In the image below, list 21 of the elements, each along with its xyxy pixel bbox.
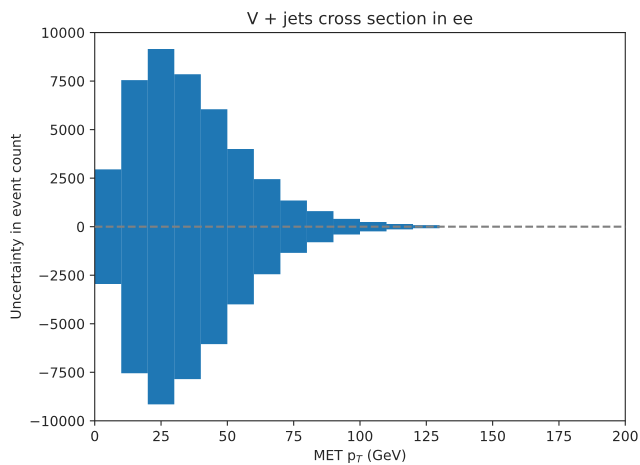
y-tick-label: 7500 xyxy=(50,76,84,87)
y-tick-label: 5000 xyxy=(50,124,84,136)
y-tick-label: −7500 xyxy=(39,367,84,378)
x-tick-label: 125 xyxy=(414,430,438,442)
x-tick-label: 200 xyxy=(613,430,638,442)
y-tick-label: −2500 xyxy=(39,270,84,281)
y-axis-title: Uncertainty in event count xyxy=(10,134,24,318)
y-tick-label: 2500 xyxy=(50,173,84,184)
y-tick-label: 0 xyxy=(77,222,84,232)
x-tick-label: 0 xyxy=(91,430,98,442)
y-tick-label: −5000 xyxy=(39,318,84,330)
chart-title: V + jets cross section in ee xyxy=(247,12,472,28)
y-tick-label: 10000 xyxy=(42,28,84,38)
x-tick-label: 175 xyxy=(547,430,571,442)
x-tick-label: 100 xyxy=(348,430,372,442)
x-tick-label: 50 xyxy=(220,430,236,442)
x-tick-label: 150 xyxy=(480,430,505,442)
y-tick-label: −10000 xyxy=(30,416,84,426)
x-tick-label: 25 xyxy=(153,430,169,442)
x-axis-title: MET p$_{T}$ (GeV) xyxy=(314,450,406,463)
x-tick-label: 75 xyxy=(286,430,302,442)
